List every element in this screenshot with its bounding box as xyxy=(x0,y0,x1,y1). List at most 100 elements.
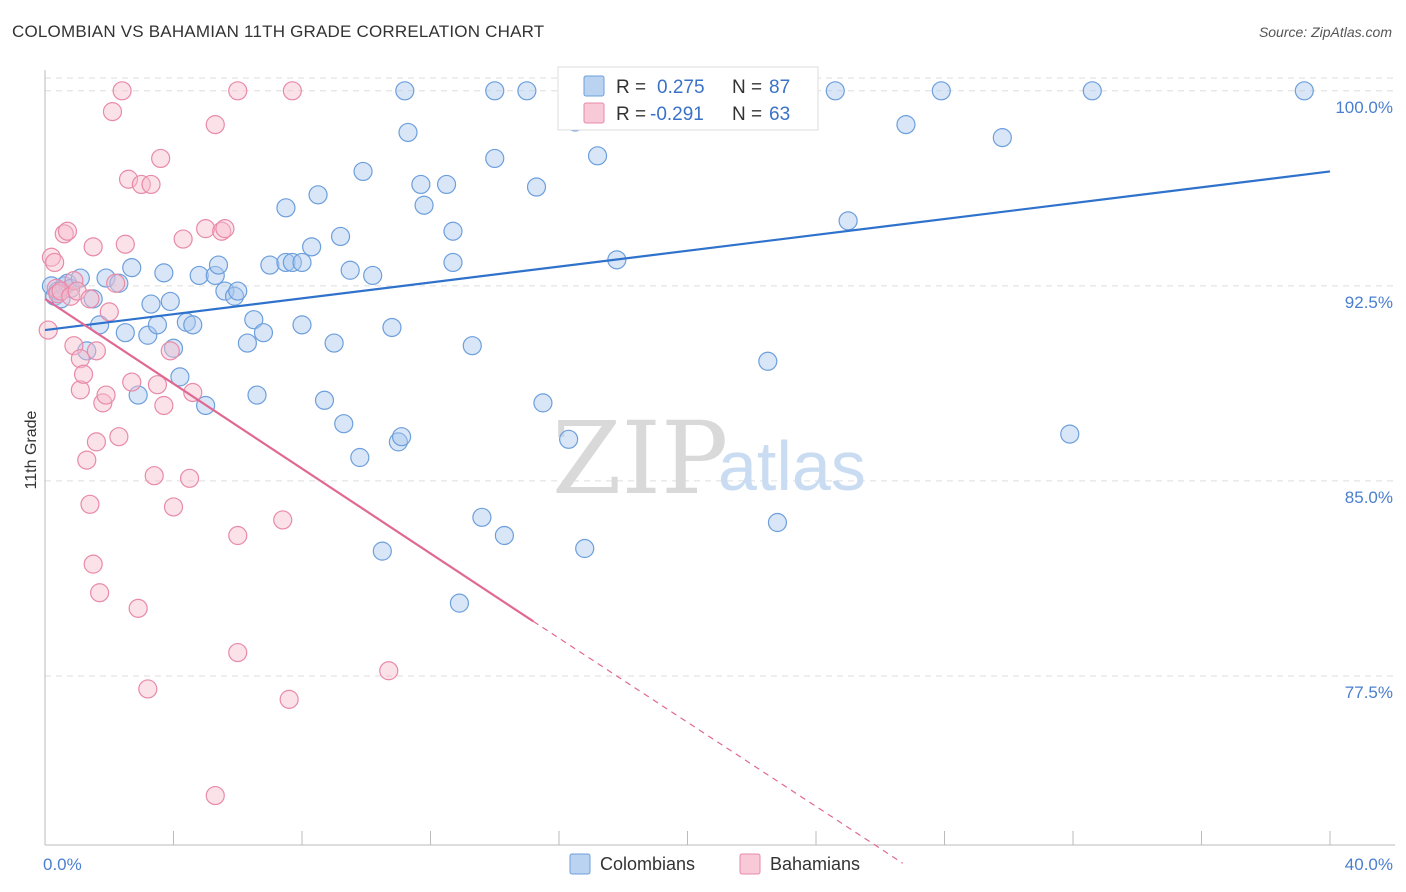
colombians-point xyxy=(314,390,335,410)
colombians-point xyxy=(308,185,328,205)
colombians-point xyxy=(205,265,225,286)
bahamians-point xyxy=(273,510,293,530)
bahamians-point xyxy=(51,281,71,301)
colombians-point xyxy=(436,174,457,195)
colombians-point xyxy=(1082,81,1102,101)
bahamians-point xyxy=(61,286,81,306)
colombians-point xyxy=(163,338,184,358)
colombians-point xyxy=(414,195,434,215)
bahamians-point xyxy=(83,237,103,257)
colombians-point xyxy=(260,255,280,275)
colombians-point xyxy=(494,525,514,546)
bahamians-point xyxy=(64,271,84,291)
bottom-legend-bahamians-label: Bahamians xyxy=(770,854,860,874)
legend-colombians-r-label: R = xyxy=(616,77,646,98)
colombians-point xyxy=(183,315,203,335)
colombians-point xyxy=(363,265,383,286)
bahamians-point xyxy=(73,364,94,384)
bahamians-point xyxy=(379,661,399,681)
colombians-point xyxy=(391,427,412,447)
bahamians-point xyxy=(70,349,90,369)
bahamians-point xyxy=(163,497,184,517)
colombians-point xyxy=(395,81,415,101)
colombians-point xyxy=(559,429,579,449)
trend-lines xyxy=(44,170,1331,864)
colombians-point xyxy=(353,161,373,182)
bahamians-point xyxy=(228,642,248,663)
bahamians-point xyxy=(128,598,148,618)
bahamians-point xyxy=(154,395,174,416)
y-axis-title: 11th Grade xyxy=(23,410,40,489)
bahamians-point xyxy=(86,341,107,361)
bahamians-point xyxy=(118,169,139,189)
bahamians-point xyxy=(102,102,123,122)
legend-colombians-swatch xyxy=(583,75,605,97)
bahamians-point xyxy=(83,554,103,574)
colombians-point xyxy=(302,237,322,257)
colombians-point xyxy=(324,333,344,353)
legend-bahamians-n-value: 63 xyxy=(769,104,790,125)
colombians-point xyxy=(141,294,161,314)
colombians-point xyxy=(160,291,180,312)
colombians-point xyxy=(449,593,470,613)
chart-source: Source: ZipAtlas.com xyxy=(1258,24,1392,40)
colombians-point xyxy=(208,255,229,275)
watermark: ZIP atlas xyxy=(552,400,866,517)
bottom-legend: Colombians Bahamians xyxy=(569,853,860,875)
bahamians-point xyxy=(141,174,161,195)
bahamians-point xyxy=(179,468,200,488)
bahamians-point xyxy=(144,466,164,486)
legend-bahamians-n-label: N = xyxy=(732,104,762,125)
bahamians-point xyxy=(196,219,216,239)
colombians-point xyxy=(138,325,158,345)
colombians-point xyxy=(170,367,190,387)
bahamians-trend-line xyxy=(44,297,534,623)
bahamians-point xyxy=(70,380,90,400)
x-tick-label: 0.0% xyxy=(43,855,82,874)
bahamians-point xyxy=(45,252,65,273)
legend-colombians-r-value: 0.275 xyxy=(657,77,705,98)
legend-colombians-n-value: 87 xyxy=(769,77,790,98)
colombians-point xyxy=(758,351,778,371)
y-tick-label: 100.0% xyxy=(1335,98,1393,117)
watermark-atlas: atlas xyxy=(718,427,866,505)
colombians-point xyxy=(443,252,463,273)
legend-box: R = 0.275 N = 87 R = -0.291 N = 63 xyxy=(557,66,819,131)
bahamians-point xyxy=(160,341,180,361)
bahamians-point xyxy=(138,679,158,699)
colombians-point xyxy=(189,265,209,286)
bahamians-point xyxy=(99,302,119,322)
colombians-point xyxy=(372,541,392,561)
legend-bahamians-r-label: R = xyxy=(616,104,646,125)
colombians-point xyxy=(96,268,116,288)
colombians-point xyxy=(228,281,248,301)
colombians-point xyxy=(282,252,302,273)
bahamians-point xyxy=(77,450,97,470)
bahamians-point xyxy=(183,382,203,403)
y-tick-label: 85.0% xyxy=(1345,488,1393,507)
colombians-point xyxy=(1294,81,1314,101)
y-tick-label: 92.5% xyxy=(1345,293,1393,312)
bahamians-point xyxy=(151,148,171,169)
colombians-point xyxy=(122,258,142,278)
bahamians-trend-extension xyxy=(532,620,904,864)
colombians-point xyxy=(825,81,845,101)
bahamians-point xyxy=(215,219,235,239)
colombians-trend-line xyxy=(44,170,1331,332)
colombians-point xyxy=(382,317,402,338)
colombians-point xyxy=(292,252,312,273)
bahamians-point xyxy=(279,689,299,709)
axes xyxy=(44,70,1395,846)
colombians-point xyxy=(237,333,257,353)
bahamians-point xyxy=(80,494,100,514)
bottom-legend-colombians-label: Colombians xyxy=(600,854,695,874)
bahamians-point xyxy=(282,81,302,101)
x-tick-label: 40.0% xyxy=(1345,855,1393,874)
bottom-legend-colombians-swatch xyxy=(569,853,591,875)
colombians-point xyxy=(292,315,312,335)
legend-colombians-n-label: N = xyxy=(732,77,762,98)
colombians-point xyxy=(276,198,296,218)
colombians-point xyxy=(575,538,595,559)
bahamians-point xyxy=(90,583,110,603)
colombians-point xyxy=(247,385,267,405)
